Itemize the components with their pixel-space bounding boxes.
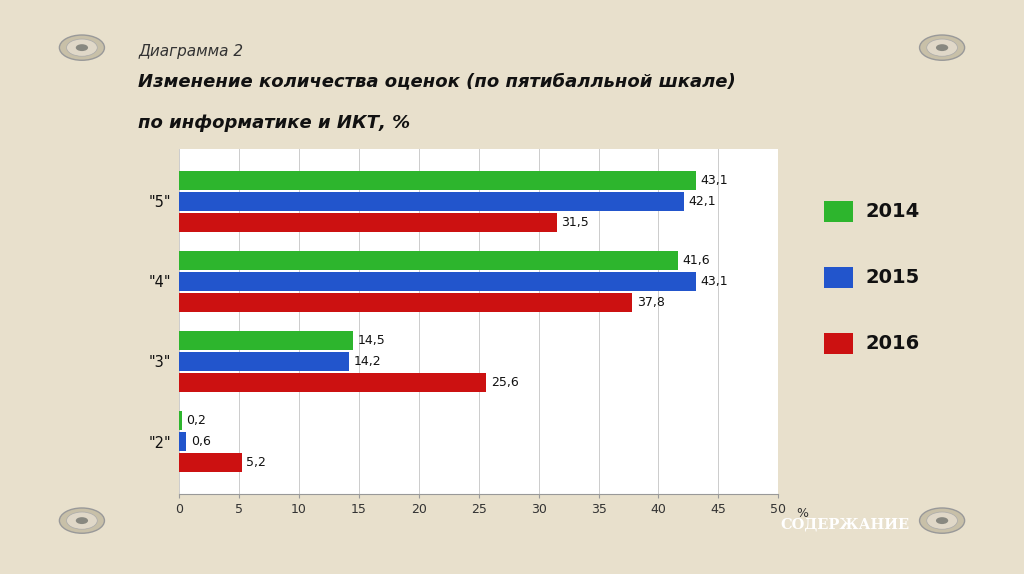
- Text: 5,2: 5,2: [247, 456, 266, 469]
- Bar: [179, 352, 349, 371]
- Bar: [179, 453, 242, 472]
- Text: 0,2: 0,2: [186, 414, 206, 427]
- Bar: [179, 212, 557, 232]
- Bar: [179, 432, 186, 451]
- Text: 41,6: 41,6: [682, 254, 710, 267]
- Text: по информатике и ИКТ, %: по информатике и ИКТ, %: [138, 114, 411, 131]
- Text: 2015: 2015: [865, 267, 920, 287]
- Text: 37,8: 37,8: [637, 296, 665, 309]
- Text: Изменение количества оценок (по пятибалльной шкале): Изменение количества оценок (по пятибалл…: [138, 72, 736, 90]
- Text: 43,1: 43,1: [700, 275, 728, 288]
- Text: 43,1: 43,1: [700, 174, 728, 187]
- Text: 2014: 2014: [865, 201, 920, 221]
- Text: 14,2: 14,2: [354, 355, 382, 368]
- Text: %: %: [797, 507, 808, 520]
- Bar: [179, 293, 632, 312]
- Text: 0,6: 0,6: [191, 435, 211, 448]
- Bar: [179, 331, 353, 350]
- Text: СОДЕРЖАНИЕ: СОДЕРЖАНИЕ: [780, 518, 909, 532]
- Text: 25,6: 25,6: [490, 376, 518, 389]
- Bar: [179, 171, 695, 190]
- Text: 31,5: 31,5: [561, 216, 589, 228]
- Bar: [179, 251, 678, 270]
- Bar: [179, 373, 486, 392]
- Bar: [179, 272, 695, 291]
- Bar: [179, 411, 181, 430]
- Text: Диаграмма 2: Диаграмма 2: [138, 44, 244, 59]
- Text: 2016: 2016: [865, 333, 920, 353]
- Text: 42,1: 42,1: [688, 195, 716, 208]
- Bar: [179, 192, 684, 211]
- Text: 14,5: 14,5: [357, 334, 385, 347]
